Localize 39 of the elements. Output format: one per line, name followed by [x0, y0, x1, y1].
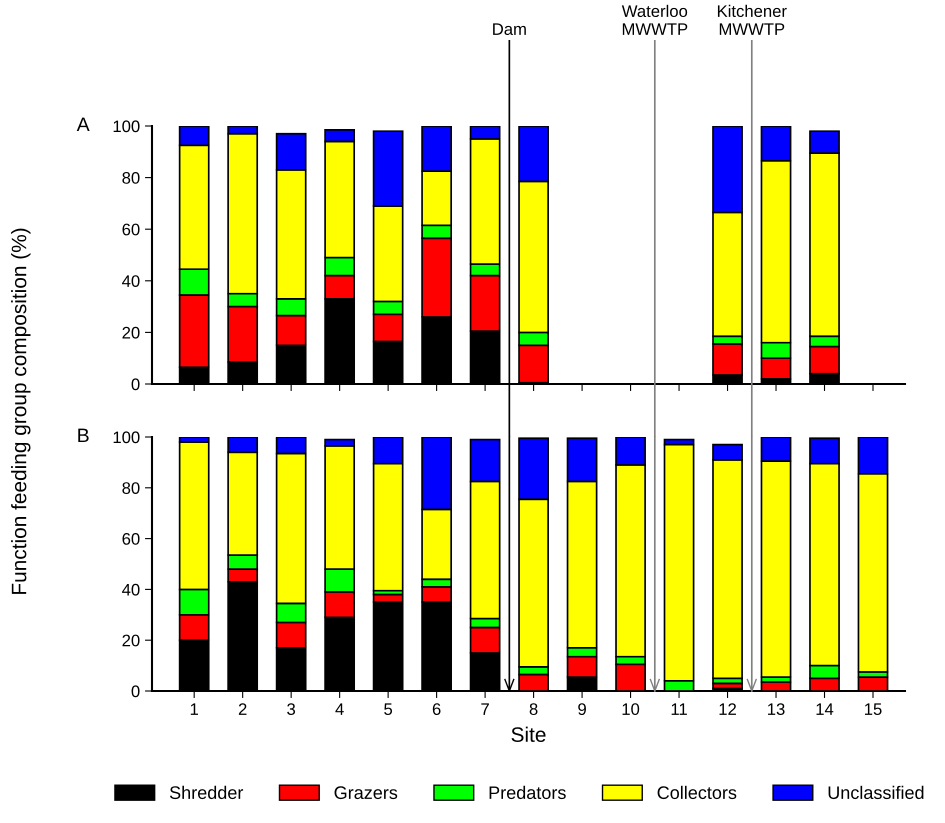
chart-title: B: [78, 428, 89, 442]
ref-line-label: Waterloo MWWTP: [622, 4, 688, 35]
y-tick-label: 100: [114, 431, 140, 444]
y-tick-label: 80: [122, 172, 140, 184]
x-tick-label: 3: [287, 703, 296, 716]
x-tick-label: 13: [768, 703, 785, 716]
x-tick-label: 1: [190, 703, 198, 715]
legend-label: Shredder: [170, 786, 244, 800]
legend-label: Collectors: [658, 786, 736, 800]
y-tick-label: 100: [114, 120, 140, 132]
y-tick-label: 20: [122, 326, 140, 339]
x-tick-label: 4: [335, 703, 344, 715]
x-axis-title: Site: [512, 726, 546, 742]
y-tick-label: 40: [122, 584, 140, 596]
legend-label: Predators: [490, 786, 566, 800]
x-tick-label: 9: [578, 703, 586, 716]
x-tick-label: 14: [816, 703, 834, 715]
x-tick-label: 12: [720, 703, 736, 715]
y-tick-label: 60: [122, 533, 140, 545]
legend-label: Grazers: [334, 786, 398, 800]
x-tick-label: 8: [530, 703, 538, 716]
y-tick-label: 40: [122, 275, 140, 288]
x-tick-label: 10: [622, 703, 640, 716]
y-tick-label: 80: [122, 482, 140, 494]
y-tick-label: 60: [122, 224, 140, 236]
x-tick-label: 5: [384, 703, 392, 716]
y-tick-label: 0: [132, 685, 140, 698]
ref-line-label: Dam: [493, 23, 526, 35]
chart-title: A: [76, 118, 90, 132]
y-tick-label: 20: [122, 634, 140, 646]
y-tick-label: 0: [132, 378, 140, 390]
legend-label: Unclassified: [828, 786, 924, 800]
ref-line-label: Kitchener MWWTP: [718, 4, 787, 35]
x-tick-label: 11: [672, 703, 687, 715]
y-axis-title: Function feeding group composition (%): [11, 228, 30, 594]
x-tick-label: 2: [238, 703, 246, 715]
x-tick-label: 6: [432, 703, 441, 716]
x-tick-label: 7: [481, 703, 489, 715]
x-tick-label: 15: [865, 703, 882, 716]
